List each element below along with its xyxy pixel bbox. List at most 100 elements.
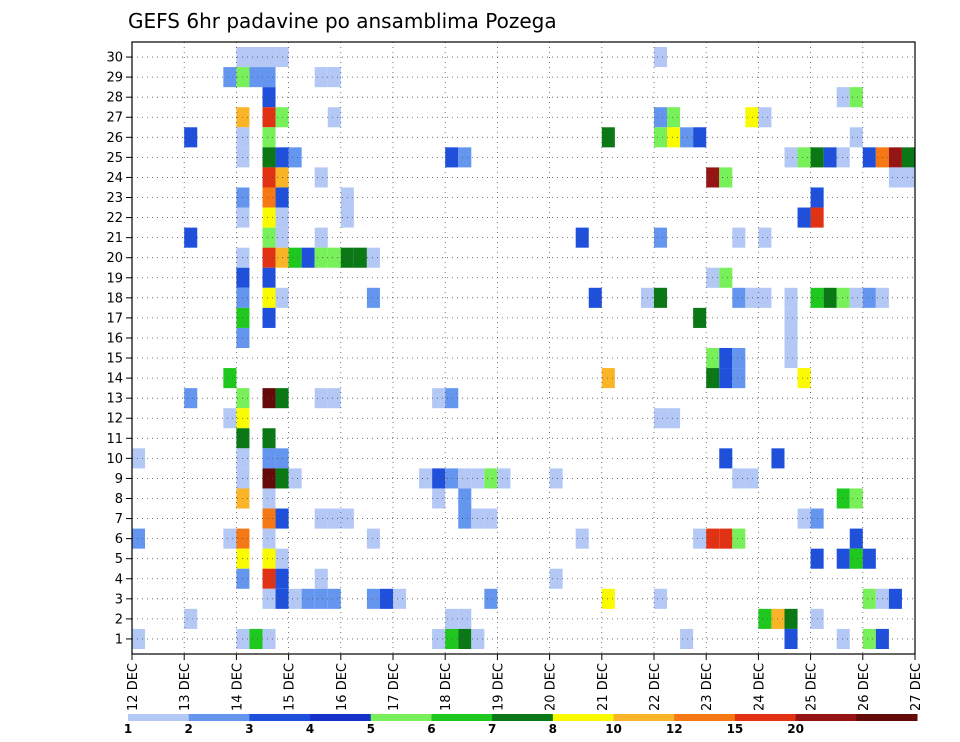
y-tick-label: 29 bbox=[106, 71, 123, 86]
heatmap-cell bbox=[823, 287, 837, 308]
heatmap-cell bbox=[288, 588, 302, 609]
legend-swatch bbox=[552, 714, 615, 721]
heatmap-cell bbox=[262, 87, 276, 108]
heatmap-cell bbox=[314, 568, 328, 589]
heatmap-cell bbox=[314, 508, 328, 529]
heatmap-cell bbox=[849, 87, 863, 108]
heatmap-cell bbox=[888, 167, 902, 188]
heatmap-cell bbox=[823, 147, 837, 168]
y-tick-label: 13 bbox=[106, 392, 123, 407]
heatmap-cell bbox=[680, 127, 694, 148]
heatmap-cell bbox=[262, 207, 276, 228]
x-axis: 12 DEC 13 DEC 14 DEC 15 DEC 16 DEC 17 DEC 18 D… bbox=[126, 654, 924, 711]
heatmap-cell bbox=[184, 127, 198, 148]
y-tick-label: 14 bbox=[106, 372, 123, 387]
y-tick-label: 10 bbox=[106, 452, 123, 467]
heatmap-cell bbox=[601, 127, 615, 148]
y-tick-label: 17 bbox=[106, 311, 123, 326]
heatmap-cell bbox=[758, 287, 772, 308]
x-tick-label: 26 DEC bbox=[857, 663, 872, 711]
heatmap-cell bbox=[314, 247, 328, 268]
legend-swatch bbox=[856, 714, 918, 721]
heatmap-cell bbox=[366, 588, 380, 609]
heatmap-cell bbox=[784, 327, 798, 348]
x-tick-label: 19 DEC bbox=[491, 663, 506, 711]
legend-swatch bbox=[795, 714, 857, 721]
heatmap-cell bbox=[419, 468, 433, 489]
heatmap-cell bbox=[262, 468, 276, 489]
x-tick-label: 24 DEC bbox=[752, 663, 767, 711]
heatmap-cell bbox=[797, 508, 811, 529]
heatmap-cell bbox=[719, 528, 733, 549]
legend-label: 7 bbox=[488, 722, 496, 736]
legend-label: 10 bbox=[605, 722, 622, 736]
heatmap-cell bbox=[458, 508, 472, 529]
heatmap-cell bbox=[458, 628, 472, 649]
heatmap-cell bbox=[366, 287, 380, 308]
heatmap-cell bbox=[458, 488, 472, 509]
heatmap-cell bbox=[732, 227, 746, 248]
y-tick-label: 21 bbox=[106, 231, 123, 246]
x-tick-label: 21 DEC bbox=[596, 663, 611, 711]
plot-frame bbox=[131, 41, 916, 655]
heatmap-cell bbox=[262, 147, 276, 168]
heatmap-cell bbox=[353, 247, 367, 268]
heatmap-cell bbox=[797, 207, 811, 228]
heatmap-cell bbox=[888, 147, 902, 168]
y-tick-label: 19 bbox=[106, 271, 123, 286]
y-tick-label: 18 bbox=[106, 291, 123, 306]
heatmap-cell bbox=[327, 508, 341, 529]
x-tick-label: 20 DEC bbox=[544, 663, 559, 711]
x-tick-label: 13 DEC bbox=[178, 663, 193, 711]
heatmap-cell bbox=[849, 287, 863, 308]
heatmap-cell bbox=[301, 588, 315, 609]
y-tick-label: 20 bbox=[106, 251, 123, 266]
y-tick-label: 12 bbox=[106, 412, 123, 427]
y-tick-label: 22 bbox=[106, 211, 123, 226]
legend-label: 12 bbox=[666, 722, 683, 736]
heatmap-cell bbox=[432, 488, 446, 509]
heatmap-cell bbox=[784, 628, 798, 649]
legend-label: 8 bbox=[549, 722, 557, 736]
heatmap-cell bbox=[288, 147, 302, 168]
legend-label: 4 bbox=[306, 722, 314, 736]
y-tick-label: 3 bbox=[115, 592, 123, 607]
heatmap-cell bbox=[862, 628, 876, 649]
heatmap-cell bbox=[262, 448, 276, 469]
y-tick-label: 8 bbox=[115, 492, 123, 507]
heatmap-cell bbox=[836, 628, 850, 649]
legend-swatch bbox=[492, 714, 554, 721]
x-tick-label: 15 DEC bbox=[283, 663, 298, 711]
heatmap-cell bbox=[745, 468, 759, 489]
legend-swatch bbox=[128, 714, 190, 721]
heatmap-cell bbox=[327, 247, 341, 268]
legend-label: 15 bbox=[727, 722, 744, 736]
x-tick-label: 27 DEC bbox=[909, 663, 924, 711]
legend-swatch bbox=[370, 714, 432, 721]
heatmap-cell bbox=[797, 368, 811, 389]
heatmap-cell bbox=[849, 488, 863, 509]
heatmap-cell bbox=[719, 348, 733, 369]
heatmap-cell bbox=[862, 588, 876, 609]
y-tick-label: 26 bbox=[106, 131, 123, 146]
heatmap-cell bbox=[445, 628, 459, 649]
heatmap-cell bbox=[184, 227, 198, 248]
heatmap-cell bbox=[132, 448, 146, 469]
heatmap-cell bbox=[836, 287, 850, 308]
heatmap-cell bbox=[327, 388, 341, 409]
heatmap-cell bbox=[458, 608, 472, 629]
heatmap-cell bbox=[654, 47, 668, 68]
y-tick-label: 6 bbox=[115, 532, 123, 547]
heatmap-cell bbox=[262, 267, 276, 288]
heatmap-cell bbox=[732, 368, 746, 389]
heatmap-cell bbox=[549, 468, 563, 489]
heatmap-cell bbox=[901, 147, 915, 168]
heatmap-cell bbox=[262, 227, 276, 248]
heatmap-cell bbox=[288, 247, 302, 268]
heatmap-cell bbox=[132, 528, 146, 549]
heatmap-cell bbox=[784, 608, 798, 629]
y-tick-label: 30 bbox=[106, 51, 123, 66]
cells-layer bbox=[132, 47, 915, 649]
heatmap-cell bbox=[862, 287, 876, 308]
heatmap-cell bbox=[758, 227, 772, 248]
